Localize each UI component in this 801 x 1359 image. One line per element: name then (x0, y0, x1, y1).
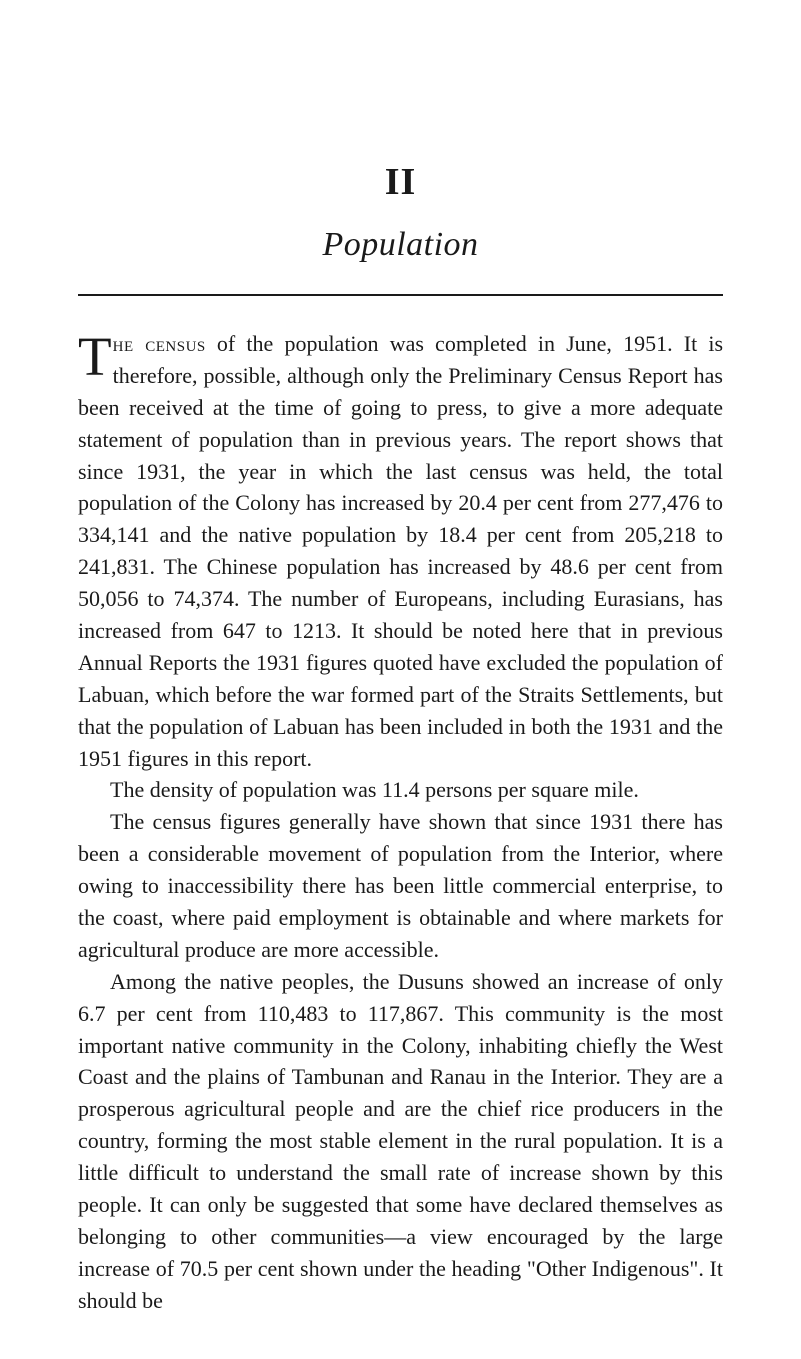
dropcap-letter: T (78, 328, 113, 381)
chapter-title: Population (78, 226, 723, 264)
paragraph-4: Among the native peoples, the Dusuns sho… (78, 966, 723, 1317)
paragraph-3: The census figures generally have shown … (78, 806, 723, 965)
paragraph-1: The census of the population was complet… (78, 328, 723, 774)
chapter-number: II (78, 160, 723, 204)
chapter-divider (78, 294, 723, 296)
body-text-container: The census of the population was complet… (78, 328, 723, 1317)
paragraph-2: The density of population was 11.4 perso… (78, 774, 723, 806)
paragraph-1-rest: of the population was completed in June,… (78, 331, 723, 771)
smallcaps-lead: he census (113, 331, 206, 356)
